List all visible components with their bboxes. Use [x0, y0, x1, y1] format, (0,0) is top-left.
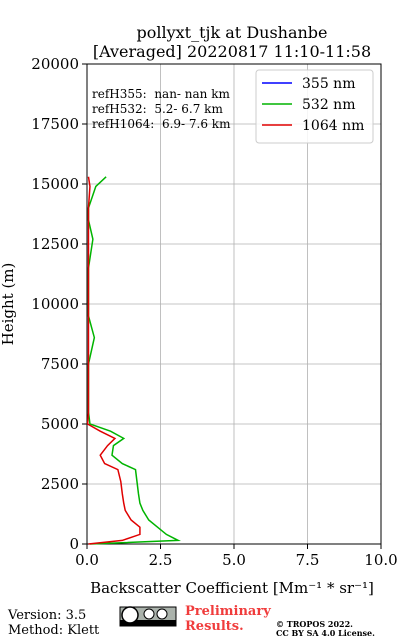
version: Version: 3.5 [7, 608, 86, 623]
y-tick-label: 10000 [31, 295, 79, 313]
x-tick-label: 0.0 [75, 551, 99, 569]
method: Method: Klett [8, 623, 100, 638]
copyright: © TROPOS 2022. [276, 619, 353, 629]
copyright: CC BY SA 4.0 License. [276, 628, 375, 638]
annotation: refH1064: 6.9- 7.6 km [92, 117, 231, 131]
x-axis-label: Backscatter Coefficient [Mm⁻¹ * sr⁻¹] [90, 579, 374, 597]
chart-title: pollyxt_tjk at Dushanbe [136, 23, 327, 42]
plot-area: 0.0 2.5 5.0 7.5 10.0 0 2500 5000 7500 10000 12500 1… [31, 55, 397, 569]
y-tick-label: 2500 [41, 475, 79, 493]
y-tick-label: 12500 [31, 235, 79, 253]
legend-label: 532 nm [302, 97, 355, 113]
x-tick-label: 5.0 [222, 551, 246, 569]
y-tick-label: 5000 [41, 415, 79, 433]
profile-line [86, 176, 141, 545]
footer: Version: 3.5 Method: Klett Preliminary R… [7, 604, 375, 638]
legend: 355 nm 532 nm 1064 nm [255, 69, 374, 144]
preliminary: Results. [185, 619, 244, 634]
y-tick-label: 20000 [31, 55, 79, 73]
annotation: refH532: 5.2- 6.7 km [92, 102, 223, 116]
y-tick-label: 15000 [31, 175, 79, 193]
y-tick-label: 7500 [41, 355, 79, 373]
preliminary: Preliminary [185, 604, 271, 619]
y-axis-label: Height (m) [0, 263, 17, 346]
plot-frame [86, 63, 382, 545]
annotation: refH355: nan- nan km [92, 87, 230, 101]
x-tick-label: 7.5 [296, 551, 320, 569]
x-tick-label: 2.5 [149, 551, 173, 569]
profile-line [87, 176, 182, 545]
legend-label: 1064 nm [302, 118, 364, 134]
x-tick-label: 10.0 [364, 551, 397, 569]
y-tick-label: 17500 [31, 115, 79, 133]
y-tick-label: 0 [69, 535, 79, 553]
cc-logo [119, 606, 177, 627]
chart-title: [Averaged] 20220817 11:10-11:58 [93, 42, 371, 61]
legend-label: 355 nm [302, 76, 355, 92]
